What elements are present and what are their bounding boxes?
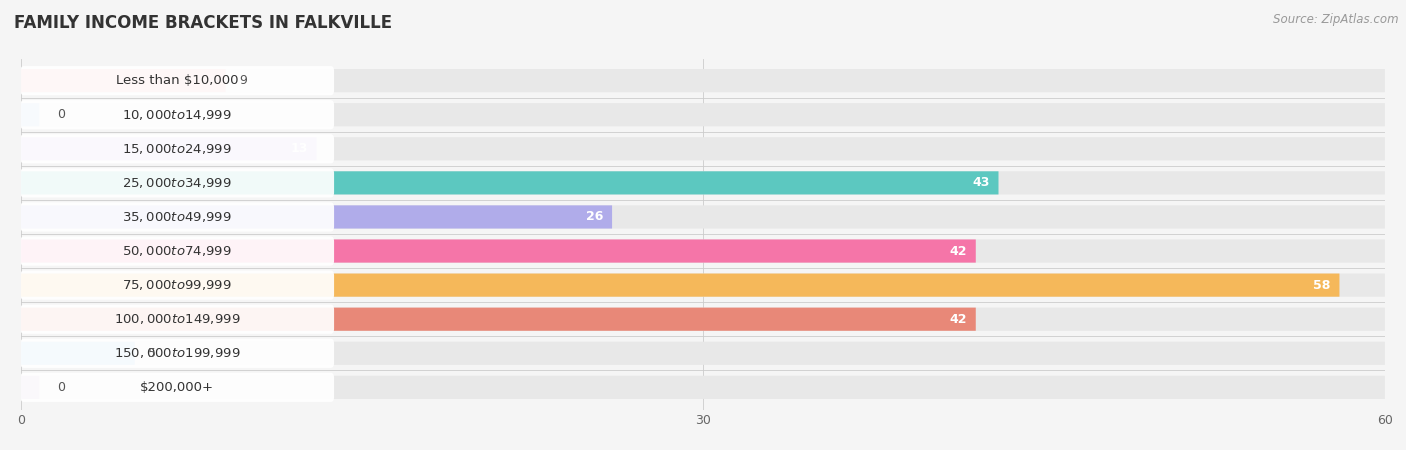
Text: Source: ZipAtlas.com: Source: ZipAtlas.com bbox=[1274, 14, 1399, 27]
Text: $35,000 to $49,999: $35,000 to $49,999 bbox=[122, 210, 232, 224]
FancyBboxPatch shape bbox=[21, 103, 1385, 126]
FancyBboxPatch shape bbox=[21, 134, 335, 163]
Text: 0: 0 bbox=[58, 108, 66, 121]
Text: $50,000 to $74,999: $50,000 to $74,999 bbox=[122, 244, 232, 258]
FancyBboxPatch shape bbox=[21, 308, 976, 331]
Text: 42: 42 bbox=[949, 244, 967, 257]
FancyBboxPatch shape bbox=[21, 100, 335, 129]
Text: $150,000 to $199,999: $150,000 to $199,999 bbox=[114, 346, 240, 360]
FancyBboxPatch shape bbox=[21, 205, 1385, 229]
FancyBboxPatch shape bbox=[21, 69, 1385, 92]
Text: $200,000+: $200,000+ bbox=[141, 381, 214, 394]
FancyBboxPatch shape bbox=[21, 171, 1385, 194]
Text: $25,000 to $34,999: $25,000 to $34,999 bbox=[122, 176, 232, 190]
FancyBboxPatch shape bbox=[21, 376, 39, 399]
Text: $100,000 to $149,999: $100,000 to $149,999 bbox=[114, 312, 240, 326]
Text: 9: 9 bbox=[239, 74, 247, 87]
FancyBboxPatch shape bbox=[21, 171, 998, 194]
Text: $10,000 to $14,999: $10,000 to $14,999 bbox=[122, 108, 232, 122]
FancyBboxPatch shape bbox=[21, 239, 1385, 263]
FancyBboxPatch shape bbox=[21, 270, 335, 300]
FancyBboxPatch shape bbox=[21, 202, 335, 232]
FancyBboxPatch shape bbox=[21, 69, 225, 92]
FancyBboxPatch shape bbox=[21, 239, 976, 263]
FancyBboxPatch shape bbox=[21, 342, 135, 365]
FancyBboxPatch shape bbox=[21, 137, 316, 160]
FancyBboxPatch shape bbox=[21, 274, 1340, 297]
Text: 0: 0 bbox=[58, 381, 66, 394]
Text: $15,000 to $24,999: $15,000 to $24,999 bbox=[122, 142, 232, 156]
Text: $75,000 to $99,999: $75,000 to $99,999 bbox=[122, 278, 232, 292]
FancyBboxPatch shape bbox=[21, 376, 1385, 399]
FancyBboxPatch shape bbox=[21, 373, 335, 402]
Text: FAMILY INCOME BRACKETS IN FALKVILLE: FAMILY INCOME BRACKETS IN FALKVILLE bbox=[14, 14, 392, 32]
Text: Less than $10,000: Less than $10,000 bbox=[117, 74, 239, 87]
Text: 43: 43 bbox=[972, 176, 990, 189]
FancyBboxPatch shape bbox=[21, 305, 335, 334]
FancyBboxPatch shape bbox=[21, 339, 335, 368]
FancyBboxPatch shape bbox=[21, 205, 612, 229]
FancyBboxPatch shape bbox=[21, 103, 39, 126]
FancyBboxPatch shape bbox=[21, 66, 335, 95]
FancyBboxPatch shape bbox=[21, 342, 1385, 365]
Text: 13: 13 bbox=[290, 142, 308, 155]
FancyBboxPatch shape bbox=[21, 168, 335, 198]
Text: 42: 42 bbox=[949, 313, 967, 326]
Text: 26: 26 bbox=[586, 211, 603, 224]
FancyBboxPatch shape bbox=[21, 236, 335, 266]
Text: 58: 58 bbox=[1313, 279, 1330, 292]
FancyBboxPatch shape bbox=[21, 137, 1385, 160]
FancyBboxPatch shape bbox=[21, 308, 1385, 331]
FancyBboxPatch shape bbox=[21, 274, 1385, 297]
Text: 5: 5 bbox=[149, 347, 156, 360]
